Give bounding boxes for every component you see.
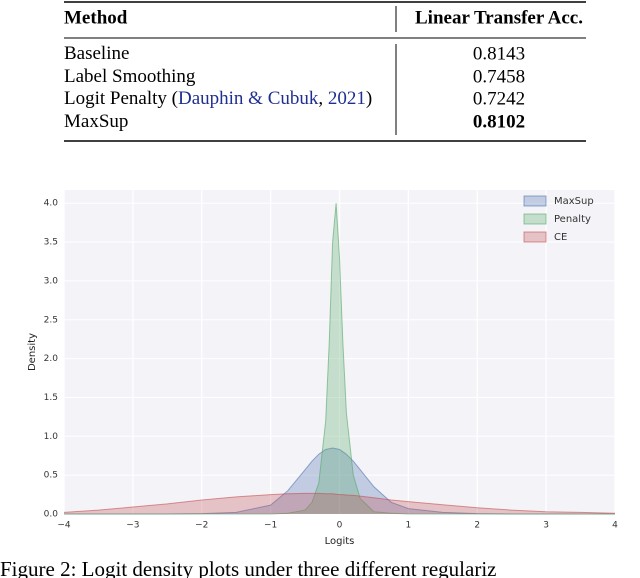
y-tick-label: 0.0 bbox=[44, 510, 59, 520]
x-tick-label: 4 bbox=[612, 521, 618, 531]
y-tick-label: 3.0 bbox=[44, 276, 59, 286]
method-cell: Baseline bbox=[64, 43, 129, 64]
citation: Dauphin & Cubuk bbox=[178, 88, 319, 109]
method-text: , bbox=[318, 88, 328, 109]
density-area bbox=[64, 203, 615, 514]
x-tick-label: 2 bbox=[474, 521, 480, 531]
y-tick-label: 1.0 bbox=[44, 432, 59, 442]
method-text: Logit Penalty ( bbox=[64, 88, 178, 109]
method-cell: Label Smoothing bbox=[64, 66, 196, 87]
x-tick-label: 0 bbox=[337, 521, 343, 531]
y-tick-label: 0.5 bbox=[44, 471, 58, 481]
y-tick-label: 3.5 bbox=[44, 238, 58, 248]
table-header: Method bbox=[64, 7, 128, 28]
density-line bbox=[63, 492, 616, 514]
accuracy-cell: 0.7242 bbox=[473, 88, 525, 109]
legend-swatch bbox=[523, 213, 547, 225]
y-tick-label: 2.5 bbox=[44, 315, 58, 325]
method-text: Label Smoothing bbox=[64, 66, 196, 87]
x-tick-label: −1 bbox=[264, 521, 277, 531]
method-cell: MaxSup bbox=[64, 111, 128, 132]
legend-label: Penalty bbox=[554, 214, 591, 225]
method-text: ) bbox=[366, 88, 372, 109]
accuracy-cell: 0.8102 bbox=[473, 111, 525, 132]
x-tick-label: 1 bbox=[406, 521, 412, 531]
method-cell: Logit Penalty (Dauphin & Cubuk, 2021) bbox=[64, 88, 372, 109]
y-tick-label: 1.5 bbox=[44, 393, 58, 403]
x-axis-label: Logits bbox=[325, 536, 355, 547]
accuracy-cell: 0.7458 bbox=[473, 66, 525, 87]
legend-swatch bbox=[523, 231, 547, 243]
chart: 0.0 0.5 1.0 1.5 2.0 2.5 3.0 3.5 4.0 −4 −3 −2 −1 0 1 2 3 4… bbox=[27, 190, 618, 547]
table-header: Linear Transfer Acc. bbox=[415, 7, 583, 28]
legend-label: CE bbox=[554, 232, 567, 243]
x-tick-label: −4 bbox=[57, 521, 71, 531]
method-text: Baseline bbox=[64, 43, 129, 64]
legend-label: MaxSup bbox=[554, 196, 594, 207]
accuracy-cell: 0.8143 bbox=[473, 43, 525, 64]
y-tick-label: 4.0 bbox=[44, 199, 59, 209]
table-body: Baseline 0.8143 Label Smoothing 0.7458 Logit… bbox=[64, 43, 525, 132]
method-text: MaxSup bbox=[64, 111, 128, 132]
x-tick-label: −2 bbox=[195, 521, 208, 531]
x-tick-label: −3 bbox=[126, 521, 139, 531]
density-area bbox=[64, 493, 615, 514]
y-tick-label: 2.0 bbox=[44, 354, 59, 364]
density-area bbox=[64, 448, 615, 514]
density-line bbox=[64, 203, 615, 515]
density-line bbox=[64, 447, 615, 515]
x-tick-label: 3 bbox=[543, 521, 549, 531]
legend-swatch bbox=[523, 195, 547, 207]
y-axis-label: Density bbox=[27, 333, 38, 371]
citation: 2021 bbox=[328, 88, 366, 109]
caption: Figure 2: Logit density plots under thre… bbox=[0, 557, 496, 578]
